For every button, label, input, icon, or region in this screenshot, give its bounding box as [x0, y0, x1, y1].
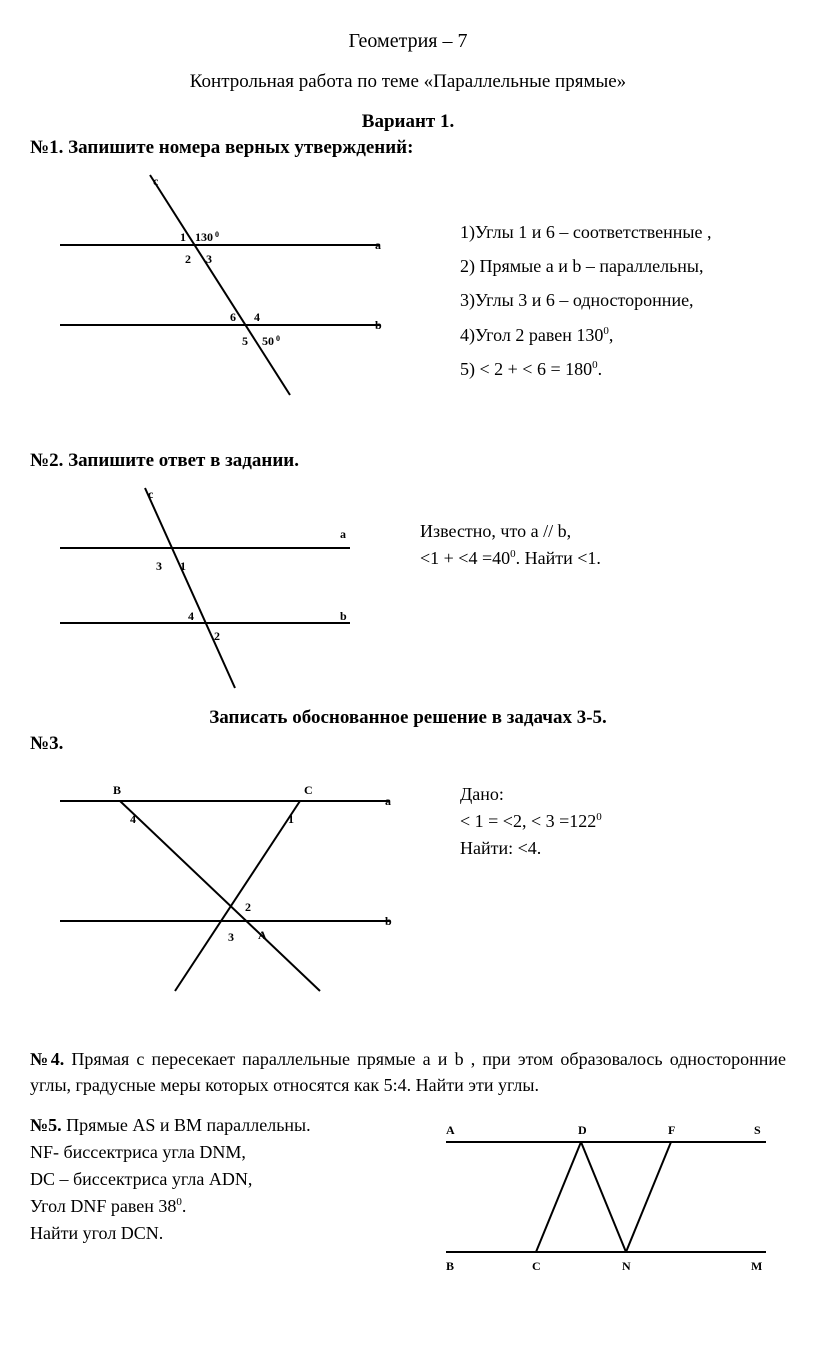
section-heading: Записать обоснованное решение в задачах …: [30, 707, 786, 729]
q5-l2: NF- биссектриса угла DNM,: [30, 1139, 406, 1166]
q2-l2: <1 + <4 =400. Найти <1.: [420, 545, 786, 572]
page: Геометрия – 7 Контрольная работа по теме…: [0, 0, 816, 1366]
q2-label-a: a: [340, 527, 346, 541]
q5-text: №5. Прямые AS и BM параллельны. NF- бисс…: [30, 1112, 406, 1247]
q1-row: c a b 1 130 0 2 3 6 4 5 50 0 1)Углы 1 и …: [30, 165, 786, 420]
page-title: Геометрия – 7: [30, 30, 786, 53]
q5-label-B: B: [446, 1259, 454, 1273]
q5-label-F: F: [668, 1123, 675, 1137]
q5-l5: Найти угол DCN.: [30, 1220, 406, 1247]
label-4: 4: [254, 310, 260, 324]
q5-l1: №5. Прямые AS и BM параллельны.: [30, 1112, 406, 1139]
q5-label-D: D: [578, 1123, 587, 1137]
q2-l1: Известно, что a // b,: [420, 518, 786, 545]
q2-text: Известно, что a // b, <1 + <4 =400. Найт…: [390, 478, 786, 572]
label-c: c: [153, 174, 159, 188]
q1-s1: 1)Углы 1 и 6 – соответственные ,: [460, 215, 786, 249]
q5-label-C: C: [532, 1259, 541, 1273]
q5-label-A: A: [446, 1123, 455, 1137]
q5-diagram: A D F S B C N M: [426, 1112, 786, 1287]
q5-label-M: M: [751, 1259, 762, 1273]
q3-label-b: b: [385, 914, 392, 928]
label-1: 1: [180, 230, 186, 244]
label-6: 6: [230, 310, 236, 324]
q1-s4: 4)Угол 2 равен 1300,: [460, 318, 786, 352]
label-2: 2: [185, 252, 191, 266]
q3-label-A: A: [258, 928, 267, 942]
q3-label-a: a: [385, 794, 391, 808]
q3-row: B C a b 4 1 2 3 A Дано: < 1 = <2, < 3 =1…: [30, 761, 786, 1006]
label-b: b: [375, 318, 382, 332]
q5-label-N: N: [622, 1259, 631, 1273]
q3-label-2: 2: [245, 900, 251, 914]
q3-diagram: B C a b 4 1 2 3 A: [30, 761, 430, 1006]
q3-heading: №3.: [30, 733, 786, 755]
q2-label-c: c: [148, 487, 154, 501]
q1-statements: 1)Углы 1 и 6 – соответственные , 2) Прям…: [430, 165, 786, 386]
q2-label-2: 2: [214, 629, 220, 643]
q1-diagram: c a b 1 130 0 2 3 6 4 5 50 0: [30, 165, 430, 420]
q1-heading-text: №1. Запишите номера верных утверждений:: [30, 137, 413, 158]
label-a: a: [375, 238, 381, 252]
q2-row: c a b 3 1 4 2 Известно, что a // b, <1 +…: [30, 478, 786, 703]
label-130: 130 0: [195, 230, 219, 244]
q3-l3: Найти: <4.: [460, 835, 786, 862]
q1-s5: 5) < 2 + < 6 = 1800.: [460, 352, 786, 386]
q3-label-B: B: [113, 783, 121, 797]
label-50: 50 0: [262, 334, 280, 348]
q3-label-3: 3: [228, 930, 234, 944]
label-3: 3: [206, 252, 212, 266]
label-5: 5: [242, 334, 248, 348]
q2-diagram: c a b 3 1 4 2: [30, 478, 390, 703]
q5-row: №5. Прямые AS и BM параллельны. NF- бисс…: [30, 1112, 786, 1287]
q5-l4: Угол DNF равен 380.: [30, 1193, 406, 1220]
q2-label-b: b: [340, 609, 347, 623]
q1-heading: №1. Запишите номера верных утверждений:: [30, 137, 786, 159]
q5-l3: DC – биссектриса угла ADN,: [30, 1166, 406, 1193]
q3-label-1: 1: [288, 812, 294, 826]
q2-label-1: 1: [180, 559, 186, 573]
page-subtitle: Контрольная работа по теме «Параллельные…: [30, 71, 786, 93]
q3-label-C: C: [304, 783, 313, 797]
q4-text: №4. Прямая с пересекает параллельные пря…: [30, 1046, 786, 1098]
variant-label: Вариант 1.: [30, 111, 786, 133]
q2-label-4: 4: [188, 609, 194, 623]
q1-s3: 3)Углы 3 и 6 – односторонние,: [460, 283, 786, 317]
q3-l1: Дано:: [460, 781, 786, 808]
q2-heading: №2. Запишите ответ в задании.: [30, 450, 786, 472]
q1-s2: 2) Прямые a и b – параллельны,: [460, 249, 786, 283]
q3-text: Дано: < 1 = <2, < 3 =1220 Найти: <4.: [430, 761, 786, 862]
q5-label-S: S: [754, 1123, 761, 1137]
q2-label-3: 3: [156, 559, 162, 573]
q3-l2: < 1 = <2, < 3 =1220: [460, 808, 786, 835]
q3-label-4: 4: [130, 812, 136, 826]
